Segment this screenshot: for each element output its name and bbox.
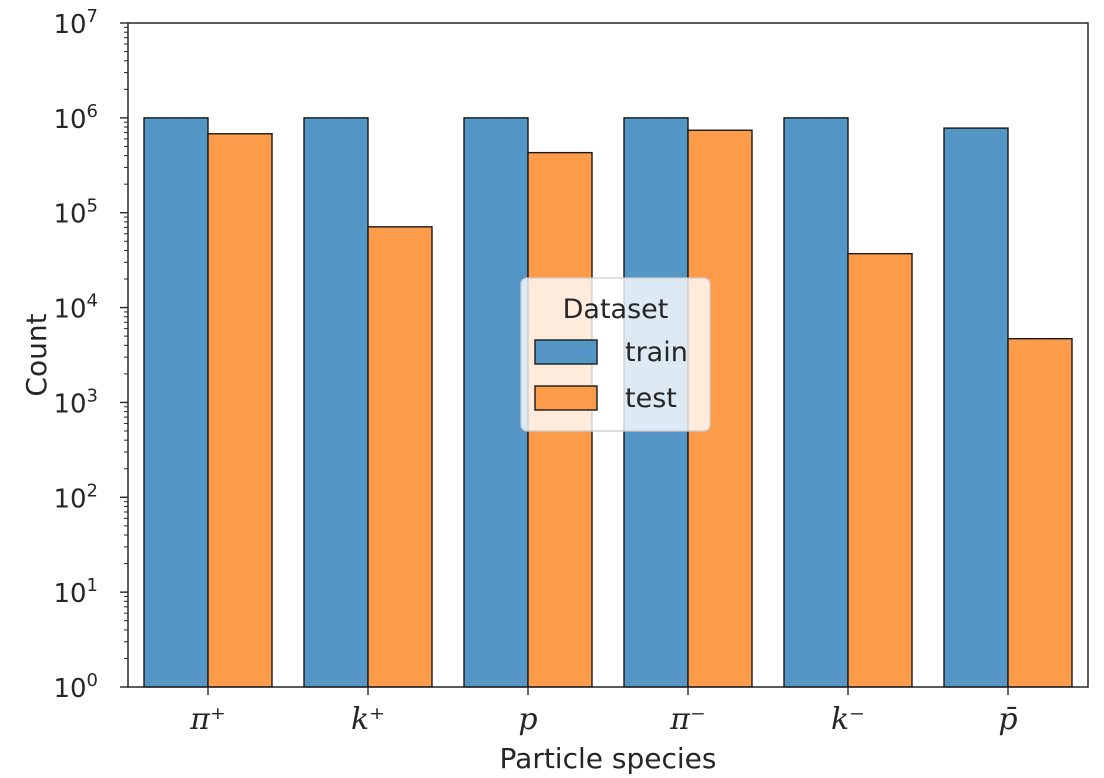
x-ticks: π⁺ k⁺ p π⁻ k⁻ p̄ — [189, 687, 1018, 737]
bar-test-5 — [1007, 337, 1073, 688]
x-tick-label: k⁺ — [351, 702, 385, 737]
bar-train-2 — [463, 117, 529, 688]
legend-swatch-train — [534, 339, 598, 365]
y-tick-label: 103 — [53, 385, 98, 419]
y-tick-label: 104 — [53, 291, 98, 325]
x-tick-label: k⁻ — [831, 702, 865, 737]
x-tick-label: π⁺ — [189, 702, 226, 737]
bar-train-4 — [783, 117, 849, 688]
legend: Dataset train test — [520, 277, 711, 432]
x-tick-label: p — [518, 702, 537, 737]
bar-train-1 — [303, 117, 369, 688]
bar-test-0 — [207, 133, 273, 688]
legend-label-test: test — [625, 383, 677, 414]
legend-swatch-test — [534, 385, 598, 411]
x-tick-label: p̄ — [998, 702, 1017, 737]
bar-test-4 — [847, 252, 913, 688]
legend-label-train: train — [625, 337, 688, 368]
y-tick-label: 105 — [53, 196, 98, 230]
bar-train-5 — [943, 127, 1009, 688]
y-tick-label: 106 — [53, 101, 98, 135]
y-tick-label: 102 — [53, 480, 98, 514]
y-ticks: 100 101 102 103 104 105 106 107 — [53, 6, 128, 704]
y-axis-label: Count — [20, 313, 53, 396]
x-axis-label: Particle species — [500, 742, 717, 775]
bar-train-0 — [143, 117, 209, 688]
x-tick-label: π⁻ — [669, 702, 706, 737]
y-tick-label: 107 — [53, 6, 98, 40]
bar-test-1 — [367, 226, 433, 688]
y-tick-label: 100 — [53, 670, 98, 704]
legend-title: Dataset — [563, 294, 669, 325]
plot-frame — [127, 22, 1089, 688]
y-tick-label: 101 — [53, 575, 98, 609]
